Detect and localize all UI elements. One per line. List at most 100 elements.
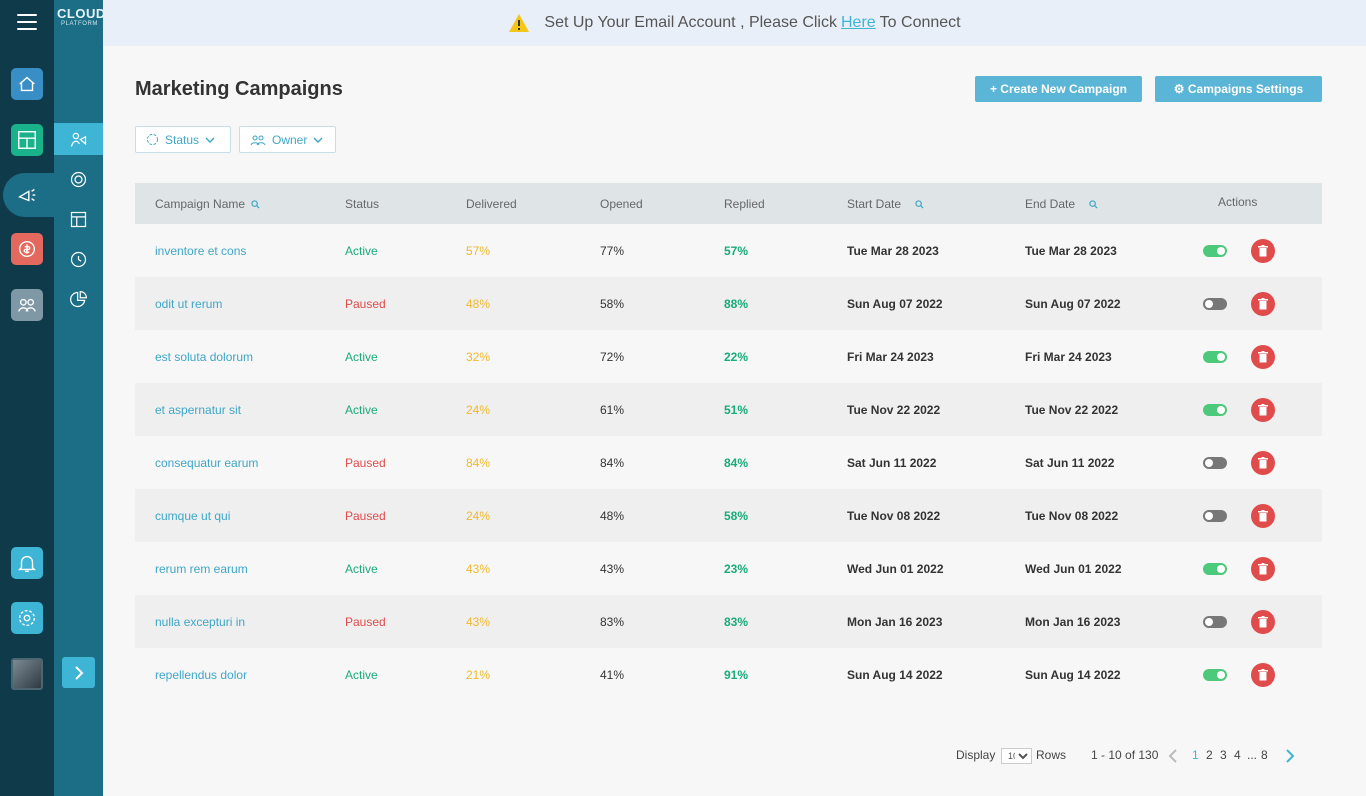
delivered-value: 57% — [466, 243, 491, 258]
trash-icon — [1258, 615, 1268, 627]
end-date: Sat Jun 11 2022 — [1025, 455, 1115, 470]
status-text: Active — [345, 667, 378, 682]
campaign-settings-button[interactable]: ⚙ Campaigns Settings — [1155, 76, 1322, 102]
trash-icon — [1258, 403, 1268, 415]
end-date: Tue Mar 28 2023 — [1025, 243, 1117, 258]
campaign-toggle[interactable] — [1203, 350, 1227, 363]
delete-button[interactable] — [1251, 556, 1275, 581]
delete-button[interactable] — [1251, 503, 1275, 528]
search-icon[interactable] — [251, 200, 260, 209]
col-end-date[interactable]: End Date — [1025, 197, 1098, 211]
col-status: Status — [345, 196, 380, 211]
status-filter[interactable]: Status — [135, 126, 231, 153]
logo: CLOUD PLATFORM — [57, 6, 105, 46]
campaign-toggle[interactable] — [1203, 562, 1227, 575]
col-start-date[interactable]: Start Date — [847, 197, 924, 211]
create-campaign-button[interactable]: + Create New Campaign — [975, 76, 1142, 102]
start-date: Fri Mar 24 2023 — [847, 349, 934, 364]
dashboard-icon[interactable] — [11, 124, 43, 156]
delete-button[interactable] — [1251, 291, 1275, 316]
delete-button[interactable] — [1251, 450, 1275, 475]
start-date: Tue Nov 22 2022 — [847, 402, 941, 417]
chevron-down-icon — [313, 137, 323, 143]
status-filter-label: Status — [165, 132, 200, 147]
status-text: Paused — [345, 296, 386, 311]
replied-value: 23% — [724, 561, 749, 576]
campaign-name-link[interactable]: inventore et cons — [155, 243, 247, 258]
prev-page-icon[interactable] — [1168, 748, 1178, 764]
page-link[interactable]: 3 — [1220, 748, 1227, 762]
banner-connect-link[interactable]: Here — [840, 14, 876, 31]
campaign-toggle[interactable] — [1203, 668, 1227, 681]
campaign-toggle[interactable] — [1203, 509, 1227, 522]
campaign-name-link[interactable]: odit ut rerum — [155, 296, 223, 311]
rows-label: Rows — [1036, 748, 1067, 762]
campaign-name-link[interactable]: rerum rem earum — [155, 561, 248, 576]
start-date: Sun Aug 14 2022 — [847, 667, 943, 682]
campaign-name-link[interactable]: et aspernatur sit — [155, 402, 242, 417]
search-icon[interactable] — [915, 200, 924, 209]
delivered-value: 43% — [466, 614, 491, 629]
rows-per-page-select[interactable]: 10 — [1001, 748, 1032, 764]
replied-value: 51% — [724, 402, 749, 417]
delete-button[interactable] — [1251, 609, 1275, 634]
trash-icon — [1258, 297, 1268, 309]
history-icon[interactable] — [54, 243, 103, 275]
delete-button[interactable] — [1251, 238, 1275, 263]
campaign-toggle[interactable] — [1203, 244, 1227, 257]
table-row: et aspernatur sit Active 24% 61% 51% Tue Nov … — [135, 383, 1322, 436]
expand-button[interactable] — [62, 657, 95, 688]
owner-filter-label: Owner — [272, 132, 308, 147]
campaign-toggle[interactable] — [1203, 403, 1227, 416]
campaign-name-link[interactable]: nulla excepturi in — [155, 614, 246, 629]
campaign-toggle[interactable] — [1203, 456, 1227, 469]
page-link[interactable]: 2 — [1206, 748, 1213, 762]
page-link[interactable]: 8 — [1261, 748, 1268, 762]
finance-icon[interactable] — [11, 233, 43, 265]
owner-filter[interactable]: Owner — [239, 126, 336, 153]
pie-chart-icon[interactable] — [54, 283, 103, 315]
page-link[interactable]: 1 — [1192, 748, 1199, 762]
avatar[interactable] — [11, 658, 43, 690]
table-header: Campaign Name Status Delivered Opened Re… — [135, 183, 1322, 224]
display-label: Display — [956, 748, 996, 762]
campaign-toggle[interactable] — [1203, 297, 1227, 310]
bell-icon[interactable] — [11, 547, 43, 579]
start-date: Wed Jun 01 2022 — [847, 561, 944, 576]
delete-button[interactable] — [1251, 662, 1275, 687]
start-date: Sun Aug 07 2022 — [847, 296, 943, 311]
campaign-name-link[interactable]: repellendus dolor — [155, 667, 248, 682]
delivered-value: 21% — [466, 667, 491, 682]
warning-icon — [509, 14, 530, 32]
home-icon[interactable] — [11, 68, 43, 100]
campaigns-sub-icon[interactable] — [54, 123, 103, 155]
contacts-icon[interactable] — [11, 289, 43, 321]
chevron-down-icon — [205, 137, 215, 143]
delete-button[interactable] — [1251, 344, 1275, 369]
next-page-icon[interactable] — [1285, 748, 1295, 764]
table-icon[interactable] — [54, 203, 103, 235]
pagination-range: 1 - 10 of 130 — [1091, 748, 1159, 762]
menu-icon[interactable] — [17, 14, 37, 30]
delete-button[interactable] — [1251, 397, 1275, 422]
replied-value: 58% — [724, 508, 749, 523]
table-row: consequatur earum Paused 84% 84% 84% Sat Jun … — [135, 436, 1322, 489]
delivered-value: 32% — [466, 349, 491, 364]
table-row: cumque ut qui Paused 24% 48% 58% Tue Nov 08 2… — [135, 489, 1322, 542]
opened-value: 84% — [600, 455, 625, 470]
campaign-name-link[interactable]: cumque ut qui — [155, 508, 231, 523]
table-row: repellendus dolor Active 21% 41% 91% Sun Aug … — [135, 648, 1322, 701]
page-link[interactable]: 4 — [1234, 748, 1241, 762]
campaign-name-link[interactable]: est soluta dolorum — [155, 349, 254, 364]
col-campaign-name[interactable]: Campaign Name — [155, 197, 260, 211]
gear-icon[interactable] — [11, 602, 43, 634]
owner-icon — [250, 135, 266, 145]
campaign-toggle[interactable] — [1203, 615, 1227, 628]
campaign-name-link[interactable]: consequatur earum — [155, 455, 259, 470]
delivered-value: 24% — [466, 508, 491, 523]
target-icon[interactable] — [54, 163, 103, 195]
end-date: Fri Mar 24 2023 — [1025, 349, 1112, 364]
marketing-icon[interactable] — [11, 179, 43, 211]
end-date: Wed Jun 01 2022 — [1025, 561, 1122, 576]
search-icon[interactable] — [1089, 200, 1098, 209]
